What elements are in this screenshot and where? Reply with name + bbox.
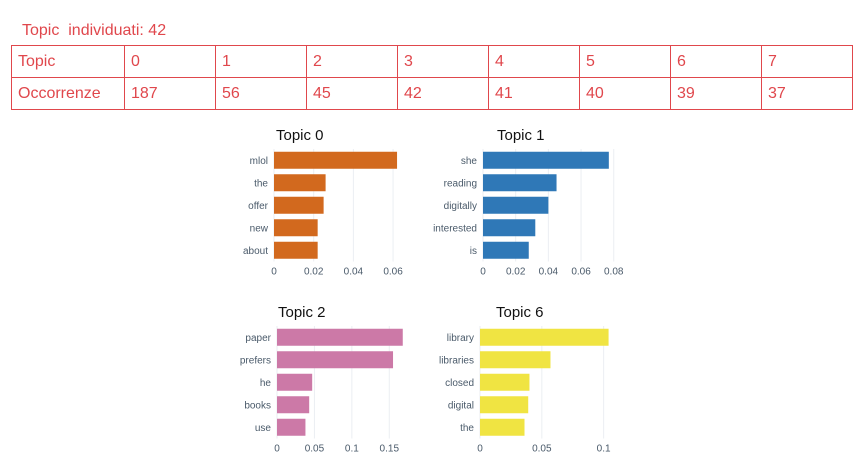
- x-tick-label: 0: [271, 267, 277, 278]
- x-tick-label: 0.15: [380, 444, 400, 455]
- category-label: books: [244, 400, 271, 411]
- bar: [277, 418, 306, 436]
- bar: [480, 328, 609, 346]
- bar: [483, 151, 609, 169]
- table-cell: 4: [488, 45, 580, 78]
- category-label: new: [250, 223, 269, 234]
- category-label: prefers: [240, 355, 271, 366]
- x-tick-label: 0.1: [597, 444, 611, 455]
- bar: [274, 151, 398, 169]
- category-label: interested: [433, 223, 477, 234]
- x-tick-label: 0: [480, 267, 486, 278]
- bar: [274, 241, 318, 259]
- bar: [277, 396, 310, 414]
- table-cell: 37: [761, 77, 853, 110]
- table-cell: 5: [579, 45, 671, 78]
- table-cell: 41: [488, 77, 580, 110]
- bar: [483, 196, 549, 214]
- x-tick-label: 0.04: [539, 267, 559, 278]
- category-label: about: [243, 246, 268, 257]
- category-label: library: [447, 333, 474, 344]
- x-tick-label: 0.05: [305, 444, 325, 455]
- table-cell: 1: [215, 45, 307, 78]
- category-label: the: [254, 178, 268, 189]
- bar: [480, 373, 530, 391]
- row-header: Topic: [11, 45, 125, 78]
- x-tick-label: 0.06: [571, 267, 591, 278]
- bar: [483, 219, 536, 237]
- table-cell: 187: [124, 77, 216, 110]
- category-label: the: [460, 423, 474, 434]
- table-cell: 45: [306, 77, 398, 110]
- bar: [274, 219, 318, 237]
- topics-found-label: Topic individuati: 42: [22, 22, 167, 39]
- category-label: libraries: [439, 355, 474, 366]
- category-label: digitally: [444, 201, 477, 212]
- row-header: Occorrenze: [11, 77, 125, 110]
- x-tick-label: 0.05: [532, 444, 552, 455]
- table-cell: 3: [397, 45, 489, 78]
- bar: [277, 328, 403, 346]
- chart-title: Topic 1: [497, 127, 545, 144]
- bar: [483, 174, 557, 192]
- chart-title: Topic 2: [278, 304, 326, 321]
- x-tick-label: 0.06: [383, 267, 403, 278]
- category-label: mlol: [250, 156, 268, 167]
- bar: [274, 174, 326, 192]
- table-cell: 0: [124, 45, 216, 78]
- bar: [480, 418, 525, 436]
- category-label: is: [470, 246, 477, 257]
- bar: [483, 241, 529, 259]
- bar: [480, 396, 529, 414]
- x-tick-label: 0.08: [604, 267, 624, 278]
- bar: [274, 196, 324, 214]
- table-cell: 7: [761, 45, 853, 78]
- x-tick-label: 0.02: [304, 267, 324, 278]
- x-tick-label: 0.1: [345, 444, 359, 455]
- bar: [277, 373, 313, 391]
- table-row: Topic 0 1 2 3 4 5 6 7: [11, 45, 853, 78]
- table-cell: 42: [397, 77, 489, 110]
- category-label: use: [255, 423, 272, 434]
- table-cell: 39: [670, 77, 762, 110]
- table-row: Occorrenze 187 56 45 42 41 40 39 37: [11, 77, 853, 110]
- x-tick-label: 0: [477, 444, 483, 455]
- x-tick-label: 0: [274, 444, 280, 455]
- category-label: closed: [445, 378, 474, 389]
- table-cell: 40: [579, 77, 671, 110]
- category-label: she: [461, 156, 478, 167]
- bar: [277, 351, 394, 369]
- category-label: paper: [245, 333, 271, 344]
- category-label: offer: [248, 201, 268, 212]
- category-label: reading: [444, 178, 477, 189]
- topic-occurrence-table: Topic 0 1 2 3 4 5 6 7 Occorrenze 187 56 …: [11, 45, 853, 110]
- bar: [480, 351, 551, 369]
- x-tick-label: 0.02: [506, 267, 526, 278]
- category-label: he: [260, 378, 272, 389]
- table-cell: 6: [670, 45, 762, 78]
- category-label: digital: [448, 400, 474, 411]
- table-cell: 2: [306, 45, 398, 78]
- table-cell: 56: [215, 77, 307, 110]
- x-tick-label: 0.04: [344, 267, 364, 278]
- chart-title: Topic 0: [276, 127, 324, 144]
- chart-title: Topic 6: [496, 304, 544, 321]
